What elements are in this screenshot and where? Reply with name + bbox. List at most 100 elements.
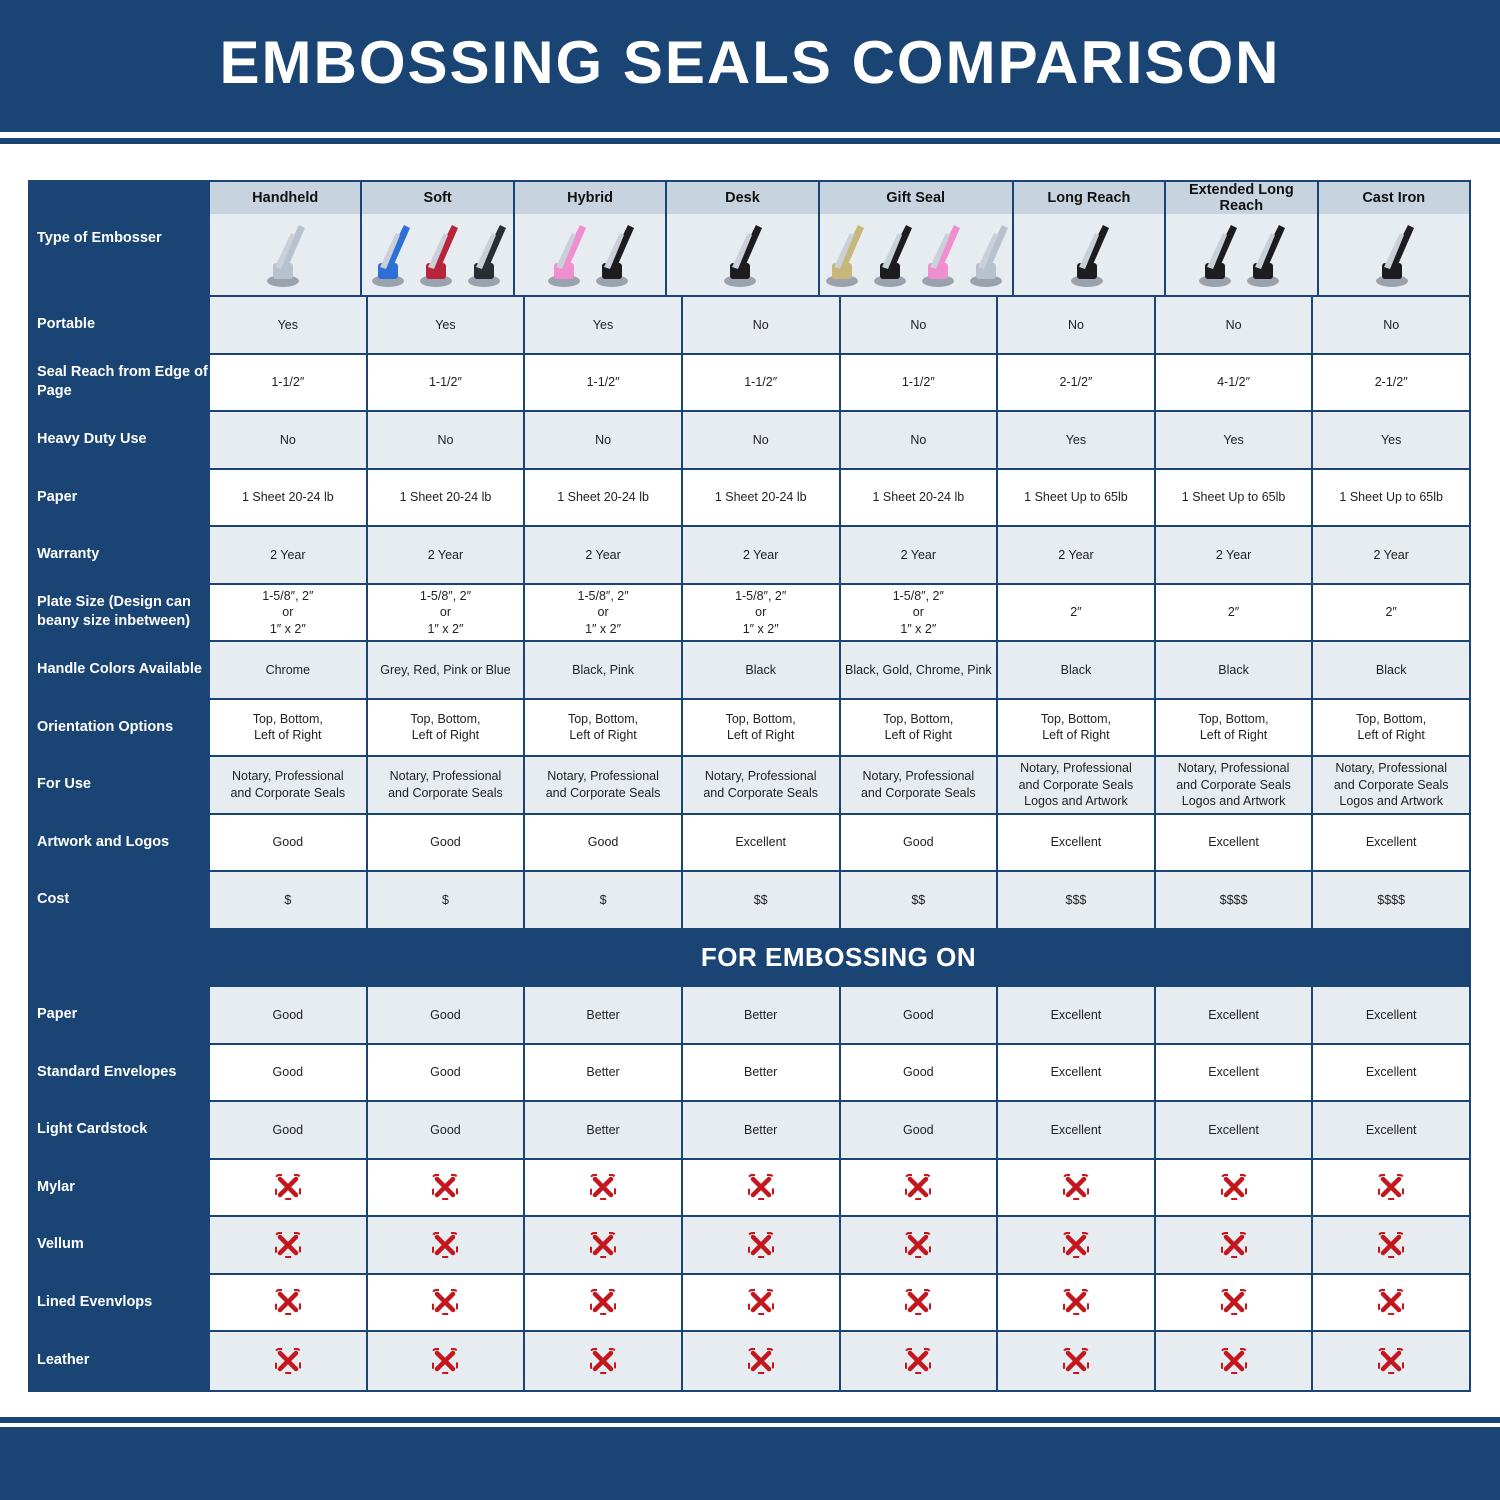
table-cell: Excellent (1153, 987, 1312, 1043)
table-cell: Good (365, 1102, 524, 1158)
table-cell: Yes (523, 297, 681, 353)
table-cell: 2″ (996, 584, 1154, 640)
column-name: Soft (362, 182, 513, 214)
x-icon (905, 1347, 932, 1374)
table-cell: Black (680, 642, 839, 698)
row-label: Seal Reach from Edge of Page (30, 354, 208, 410)
table-cell: 2 Year (680, 527, 839, 583)
table-cell (1311, 1274, 1469, 1330)
column-header: Soft (360, 182, 513, 295)
table-cell: No (680, 297, 839, 353)
x-icon (905, 1174, 932, 1201)
embosser-icon (467, 224, 506, 287)
table-cell: Yes (996, 412, 1154, 468)
embosser-icon (548, 224, 587, 287)
header-row: Type of Embosser Handheld Soft Hybrid Desk Gi… (30, 182, 1469, 297)
table-cell: 2 Year (365, 527, 524, 583)
x-icon (905, 1231, 932, 1258)
table-cell: Notary, Professional and Corporate Seals (523, 757, 681, 813)
x-icon (590, 1174, 617, 1201)
divider (0, 138, 1500, 144)
table-cell: 2 Year (838, 527, 997, 583)
table-cell: Notary, Professional and Corporate Seals (680, 757, 839, 813)
table-cell: 2 Year (1311, 527, 1469, 583)
table-cell: Top, Bottom, Left of Right (838, 699, 997, 755)
embosser-image (1370, 214, 1418, 295)
x-icon (590, 1231, 617, 1258)
x-icon (432, 1174, 459, 1201)
embosser-icon (724, 224, 763, 287)
table-cell (523, 1159, 681, 1215)
table-cell (208, 1159, 366, 1215)
table-cell: Yes (365, 297, 524, 353)
divider (0, 1417, 1500, 1423)
column-name: Long Reach (1013, 182, 1165, 214)
row-label: Handle Colors Available (30, 642, 208, 698)
x-icon (747, 1347, 774, 1374)
table-row: Paper 1 Sheet 20-24 lb 1 Sheet 20-24 lb 1 S… (30, 469, 1469, 527)
row-label: Portable (30, 297, 208, 353)
table-cell: 1-1/2″ (365, 354, 524, 410)
table-cell (1153, 1217, 1312, 1273)
table-cell: Excellent (1311, 1102, 1469, 1158)
row-label: Light Cardstock (30, 1102, 208, 1158)
table-cell: Top, Bottom, Left of Right (680, 699, 839, 755)
table-cell: $ (365, 872, 524, 928)
table-cell (365, 1274, 524, 1330)
embosser-icon (371, 224, 410, 287)
x-icon (274, 1174, 301, 1201)
x-icon (274, 1231, 301, 1258)
table-row: Light Cardstock Good Good Better Better Good E… (30, 1102, 1469, 1160)
table-row: Orientation Options Top, Bottom, Left of … (30, 699, 1469, 757)
embosser-image (1193, 214, 1289, 295)
embosser-image (718, 214, 766, 295)
table-cell: No (996, 297, 1154, 353)
x-icon (1378, 1174, 1405, 1201)
table-cell: Good (365, 1044, 524, 1100)
table-cell: Notary, Professional and Corporate Seals… (1311, 757, 1469, 813)
table-cell: 1 Sheet Up to 65lb (996, 469, 1154, 525)
row-label: Lined Evenvlops (30, 1274, 208, 1330)
embosser-icon (969, 224, 1008, 287)
table-cell: 1 Sheet 20-24 lb (365, 469, 524, 525)
row-label: Artwork and Logos (30, 814, 208, 870)
column-header: Long Reach (1011, 182, 1165, 295)
table-cell: $ (208, 872, 366, 928)
x-icon (1220, 1289, 1247, 1316)
table-cell (838, 1274, 997, 1330)
table-cell: Good (208, 987, 366, 1043)
table-row: Warranty 2 Year 2 Year 2 Year 2 Year 2 Year 2 … (30, 527, 1469, 585)
x-icon (1378, 1289, 1405, 1316)
embosser-icon (1199, 224, 1238, 287)
table-cell (680, 1217, 839, 1273)
table-cell: 2″ (1311, 584, 1469, 640)
table-cell: Good (838, 987, 997, 1043)
table-cell: Grey, Red, Pink or Blue (365, 642, 524, 698)
table-cell (838, 1217, 997, 1273)
table-cell (208, 1217, 366, 1273)
table-cell: Excellent (1153, 1102, 1312, 1158)
embosser-icon (267, 224, 306, 287)
table-row: Portable Yes Yes Yes No No No No No (30, 297, 1469, 355)
table-cell: 1-5/8″, 2″ or 1″ x 2″ (680, 584, 839, 640)
table-cell: 1-5/8″, 2″ or 1″ x 2″ (365, 584, 524, 640)
table-cell: Better (680, 987, 839, 1043)
table-row: Vellum (30, 1217, 1469, 1275)
x-icon (1220, 1174, 1247, 1201)
table-cell: Good (365, 987, 524, 1043)
table-cell: Top, Bottom, Left of Right (1311, 699, 1469, 755)
embosser-image (1065, 214, 1113, 295)
table-cell: 1-5/8″, 2″ or 1″ x 2″ (208, 584, 366, 640)
column-header: Handheld (208, 182, 361, 295)
page-title: EMBOSSING SEALS COMPARISON (219, 29, 1281, 96)
table-cell: 2 Year (523, 527, 681, 583)
x-icon (1378, 1231, 1405, 1258)
table-cell: 1-1/2″ (680, 354, 839, 410)
table-cell (208, 1274, 366, 1330)
embosser-icon (1247, 224, 1286, 287)
table-row: Heavy Duty Use No No No No No Yes Yes Yes (30, 412, 1469, 470)
table-cell: No (523, 412, 681, 468)
table-cell (838, 1332, 997, 1390)
column-name: Extended Long Reach (1166, 182, 1317, 214)
row-label: Vellum (30, 1217, 208, 1273)
